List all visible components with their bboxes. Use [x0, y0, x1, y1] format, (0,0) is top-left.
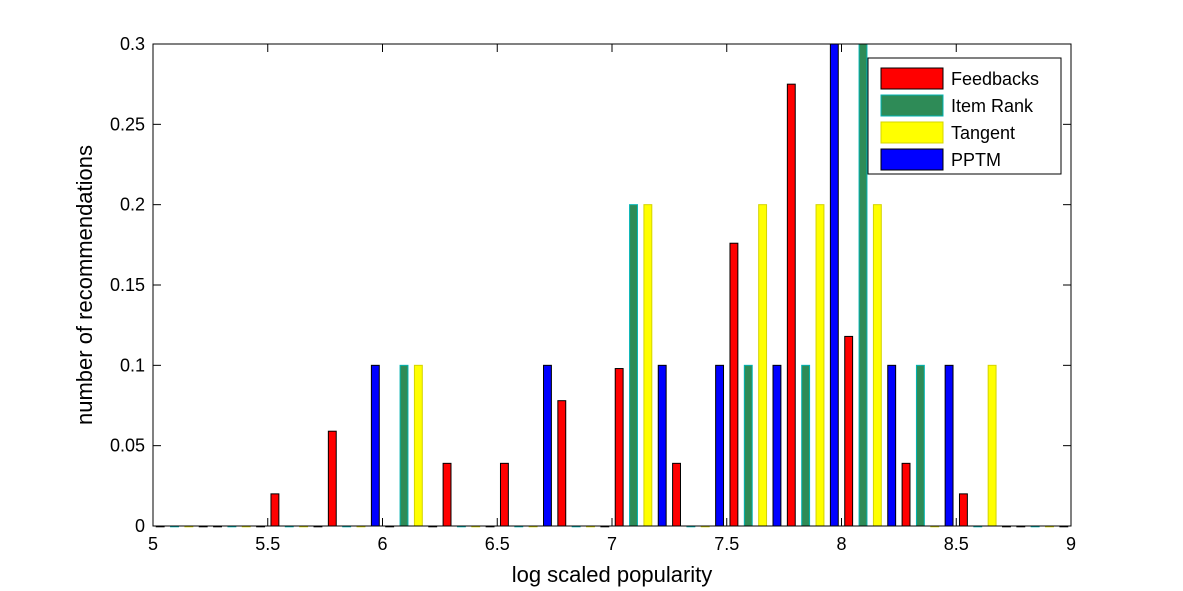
y-tick-label: 0.3 [120, 34, 145, 54]
legend-label-tangent: Tangent [951, 123, 1015, 143]
y-axis-title: number of recommendations [72, 145, 97, 425]
bar-feedbacks-13 [901, 462, 911, 527]
y-axis-ticks: 0 0.05 0.1 0.15 0.2 0.25 0.3 [110, 34, 1071, 536]
x-tick-label: 6 [377, 534, 387, 554]
bar-pptm-13 [944, 364, 954, 527]
bar-pptm-11 [829, 43, 839, 527]
bar-pptm-9 [715, 364, 725, 527]
bar-feedbacks-5 [442, 462, 452, 527]
bar-item-rank-10 [743, 364, 753, 527]
legend-label-item-rank: Item Rank [951, 96, 1034, 116]
x-tick-label: 8 [836, 534, 846, 554]
y-tick-label: 0.1 [120, 355, 145, 375]
bar-tangent-8 [643, 204, 653, 527]
bar-tangent-10 [758, 204, 768, 527]
bar-feedbacks-9 [672, 462, 681, 527]
x-tick-label: 6.5 [485, 534, 510, 554]
bar-item-rank-8 [629, 204, 638, 527]
legend-swatch-feedbacks [880, 67, 944, 90]
legend-swatch-pptm [880, 148, 944, 171]
bar-feedbacks-2 [270, 493, 280, 527]
x-tick-label: 7 [607, 534, 617, 554]
x-axis-ticks: 5 5.5 6 6.5 7 7.5 8 8.5 9 [148, 44, 1076, 554]
y-tick-label: 0.2 [120, 195, 145, 215]
legend-label-feedbacks: Feedbacks [951, 69, 1039, 89]
bar-tangent-14 [987, 364, 997, 527]
bar-feedbacks-14 [958, 493, 968, 527]
bars-group [155, 43, 1069, 528]
bar-feedbacks-11 [786, 83, 796, 527]
bar-pptm-12 [887, 364, 897, 527]
bar-pptm-8 [657, 364, 667, 527]
bar-feedbacks-7 [557, 400, 567, 527]
bar-tangent-4 [413, 364, 423, 527]
x-tick-label: 8.5 [944, 534, 969, 554]
legend-label-pptm: PPTM [951, 150, 1001, 170]
legend: Feedbacks Item Rank Tangent PPTM [867, 57, 1062, 175]
bar-item-rank-4 [399, 364, 409, 527]
bar-item-rank-13 [915, 364, 925, 527]
y-tick-label: 0 [135, 516, 145, 536]
y-tick-label: 0.15 [110, 275, 145, 295]
bar-pptm-3 [370, 364, 380, 527]
legend-swatch-tangent [880, 121, 944, 144]
bar-pptm-6 [543, 364, 552, 527]
bar-feedbacks-12 [844, 335, 854, 527]
y-tick-label: 0.05 [110, 436, 145, 456]
bar-feedbacks-8 [614, 368, 624, 527]
bar-pptm-10 [772, 364, 782, 527]
bar-tangent-11 [815, 204, 825, 527]
legend-swatch-item-rank [880, 94, 944, 117]
bar-feedbacks-6 [499, 462, 509, 527]
bar-feedbacks-10 [729, 242, 739, 527]
bar-tangent-12 [872, 204, 882, 527]
bar-item-rank-11 [801, 364, 811, 527]
y-tick-label: 0.25 [110, 114, 145, 134]
bar-feedbacks-3 [327, 430, 337, 527]
x-axis-title: log scaled popularity [512, 562, 713, 587]
x-tick-label: 7.5 [714, 534, 739, 554]
x-tick-label: 5.5 [255, 534, 280, 554]
x-tick-label: 9 [1066, 534, 1076, 554]
bar-item-rank-12 [858, 43, 868, 527]
x-tick-label: 5 [148, 534, 158, 554]
